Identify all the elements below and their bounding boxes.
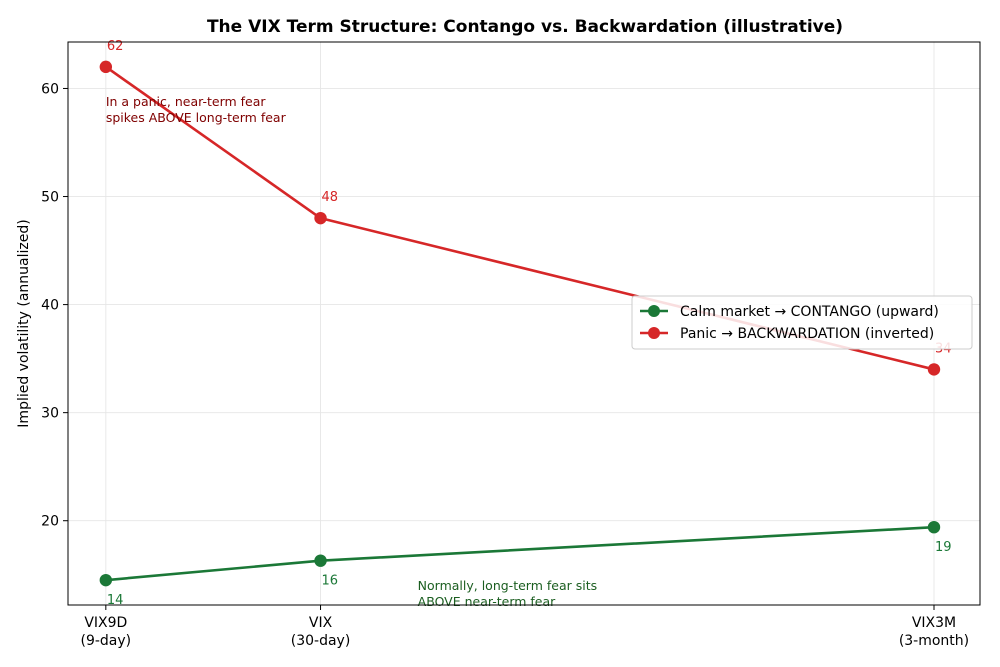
data-label: 14	[107, 593, 124, 608]
x-tick-label: (9-day)	[81, 633, 132, 649]
legend-swatch-marker	[648, 327, 660, 339]
series-0: 14 16 19	[99, 520, 952, 608]
plot-frame	[67, 41, 981, 606]
y-tick-label: 40	[41, 298, 59, 314]
annotation-text: spikes ABOVE long-term fear	[106, 110, 287, 125]
data-point	[314, 211, 327, 225]
x-tick-label: VIX	[309, 615, 333, 631]
annotation-text: ABOVE near-term fear	[418, 594, 556, 609]
legend-box	[631, 295, 973, 350]
y-tick-label: 50	[41, 190, 59, 206]
x-tick-label: (30-day)	[291, 633, 351, 649]
data-label: 62	[107, 39, 124, 54]
legend: Calm market → CONTANGO (upward) Panic → B…	[631, 295, 973, 350]
annotation-text: Normally, long-term fear sits	[418, 578, 597, 593]
annotation-text: In a panic, near-term fear	[106, 94, 267, 109]
data-point	[927, 363, 941, 376]
chart-title: The VIX Term Structure: Contango vs. Bac…	[207, 17, 843, 37]
x-tick-label: VIX3M	[912, 615, 956, 631]
y-tick-label: 60	[41, 81, 59, 97]
legend-swatch-marker	[648, 305, 660, 317]
data-point	[314, 554, 327, 567]
data-point	[99, 60, 113, 74]
data-label: 16	[322, 574, 339, 589]
data-label: 48	[322, 190, 339, 205]
x-tick-label: (3-month)	[899, 633, 969, 649]
y-tick-label: 30	[41, 406, 59, 422]
legend-entry-label: Panic → BACKWARDATION (inverted)	[680, 326, 934, 342]
data-label: 19	[935, 540, 952, 555]
legend-entry-label: Calm market → CONTANGO (upward)	[680, 304, 939, 320]
grid	[68, 42, 980, 605]
data-point	[927, 520, 941, 534]
y-axis-label: Implied volatility (annualized)	[16, 219, 32, 427]
axes: 20 30 40 50 60 VIX9D (9-day) VIX (30-day) VIX3M (3…	[41, 81, 969, 649]
data-point	[99, 573, 113, 587]
x-tick-label: VIX9D	[84, 615, 127, 631]
y-tick-label: 20	[41, 514, 59, 530]
